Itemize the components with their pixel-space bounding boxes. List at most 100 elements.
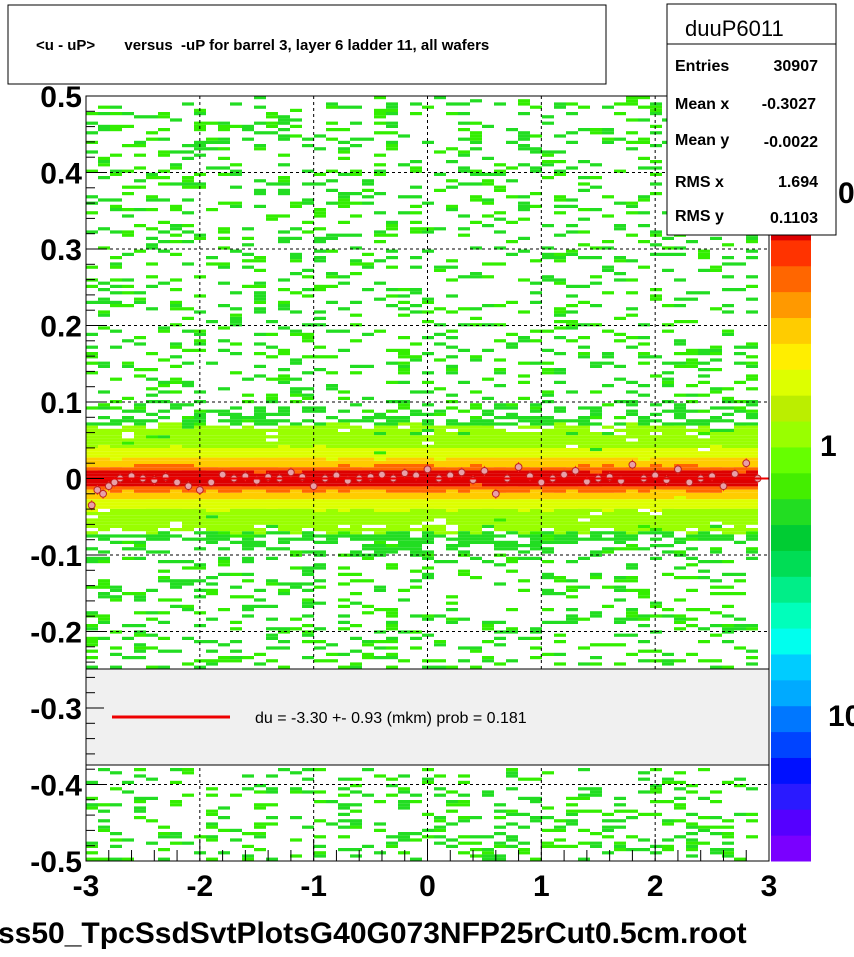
heatmap-cell — [590, 364, 602, 368]
heatmap-cell — [182, 316, 194, 320]
heatmap-cell — [506, 524, 518, 528]
heatmap-cell — [182, 182, 194, 186]
heatmap-cell — [134, 806, 146, 810]
heatmap-cell — [434, 534, 446, 538]
heatmap-cell — [158, 441, 170, 445]
heatmap-cell — [158, 460, 170, 464]
heatmap-cell — [266, 524, 278, 528]
heatmap-cell — [410, 489, 422, 493]
heatmap-cell — [242, 544, 254, 548]
heatmap-cell — [374, 544, 386, 548]
heatmap-cell — [614, 137, 626, 141]
heatmap-cell — [470, 406, 482, 410]
heatmap-cell — [218, 480, 230, 484]
heatmap-cell — [482, 448, 494, 452]
heatmap-cell — [86, 406, 98, 410]
heatmap-cell — [566, 524, 578, 528]
heatmap-cell — [386, 432, 398, 436]
heatmap-cell — [518, 492, 530, 496]
heatmap-cell — [206, 499, 218, 503]
heatmap-cell — [650, 604, 662, 608]
heatmap-cell — [398, 486, 410, 490]
heatmap-cell — [326, 438, 338, 442]
heatmap-cell — [650, 160, 662, 164]
heatmap-cell — [254, 297, 266, 301]
heatmap-cell — [362, 793, 374, 797]
heatmap-cell — [350, 819, 362, 823]
heatmap-cell — [170, 454, 182, 458]
heatmap-cell — [614, 272, 626, 276]
heatmap-cell — [266, 444, 278, 448]
heatmap-cell — [98, 592, 110, 596]
heatmap-cell — [482, 560, 494, 564]
heatmap-cell — [230, 451, 242, 455]
heatmap-cell — [398, 480, 410, 484]
heatmap-cell — [98, 521, 110, 525]
heatmap-cell — [254, 588, 266, 592]
heatmap-cell — [290, 358, 302, 362]
heatmap-cell — [326, 371, 338, 375]
heatmap-cell — [470, 576, 482, 580]
heatmap-cell — [710, 268, 722, 272]
heatmap-cell — [434, 643, 446, 647]
heatmap-cell — [146, 496, 158, 500]
heatmap-cell — [458, 524, 470, 528]
heatmap-cell — [182, 156, 194, 160]
heatmap-cell — [398, 787, 410, 791]
palette-swatch — [771, 757, 811, 784]
heatmap-cell — [650, 787, 662, 791]
heatmap-cell — [230, 518, 242, 522]
heatmap-cell — [98, 406, 110, 410]
heatmap-cell — [230, 307, 242, 311]
heatmap-cell — [314, 835, 326, 839]
heatmap-cell — [110, 153, 122, 157]
heatmap-cell — [374, 508, 386, 512]
heatmap-cell — [86, 371, 98, 375]
heatmap-cell — [110, 451, 122, 455]
heatmap-cell — [158, 182, 170, 186]
heatmap-cell — [230, 352, 242, 356]
heatmap-cell — [662, 483, 674, 487]
heatmap-cell — [734, 435, 746, 439]
heatmap-cell — [86, 560, 98, 564]
heatmap-cell — [686, 384, 698, 388]
heatmap-cell — [578, 486, 590, 490]
heatmap-cell — [446, 531, 458, 535]
heatmap-cell — [146, 537, 158, 541]
heatmap-cell — [338, 172, 350, 176]
heatmap-cell — [278, 214, 290, 218]
heatmap-cell — [170, 496, 182, 500]
heatmap-cell — [494, 185, 506, 189]
heatmap-cell — [206, 592, 218, 596]
heatmap-cell — [146, 198, 158, 202]
heatmap-cell — [338, 848, 350, 852]
heatmap-cell — [86, 284, 98, 288]
heatmap-cell — [494, 448, 506, 452]
heatmap-cell — [530, 492, 542, 496]
heatmap-cell — [722, 508, 734, 512]
heatmap-cell — [122, 496, 134, 500]
heatmap-cell — [266, 448, 278, 452]
heatmap-cell — [86, 521, 98, 525]
heatmap-cell — [650, 192, 662, 196]
heatmap-cell — [386, 348, 398, 352]
heatmap-cell — [290, 585, 302, 589]
heatmap-cell — [98, 537, 110, 541]
heatmap-cell — [374, 422, 386, 426]
heatmap-cell — [458, 572, 470, 576]
heatmap-cell — [422, 524, 434, 528]
heatmap-cell — [254, 489, 266, 493]
heatmap-cell — [578, 284, 590, 288]
heatmap-cell — [662, 572, 674, 576]
heatmap-cell — [554, 336, 566, 340]
heatmap-cell — [182, 582, 194, 586]
heatmap-cell — [722, 387, 734, 391]
heatmap-cell — [122, 499, 134, 503]
heatmap-cell — [302, 454, 314, 458]
heatmap-cell — [410, 515, 422, 519]
heatmap-cell — [638, 595, 650, 599]
heatmap-cell — [578, 217, 590, 221]
heatmap-cell — [482, 659, 494, 663]
heatmap-cell — [506, 499, 518, 503]
heatmap-cell — [542, 390, 554, 394]
